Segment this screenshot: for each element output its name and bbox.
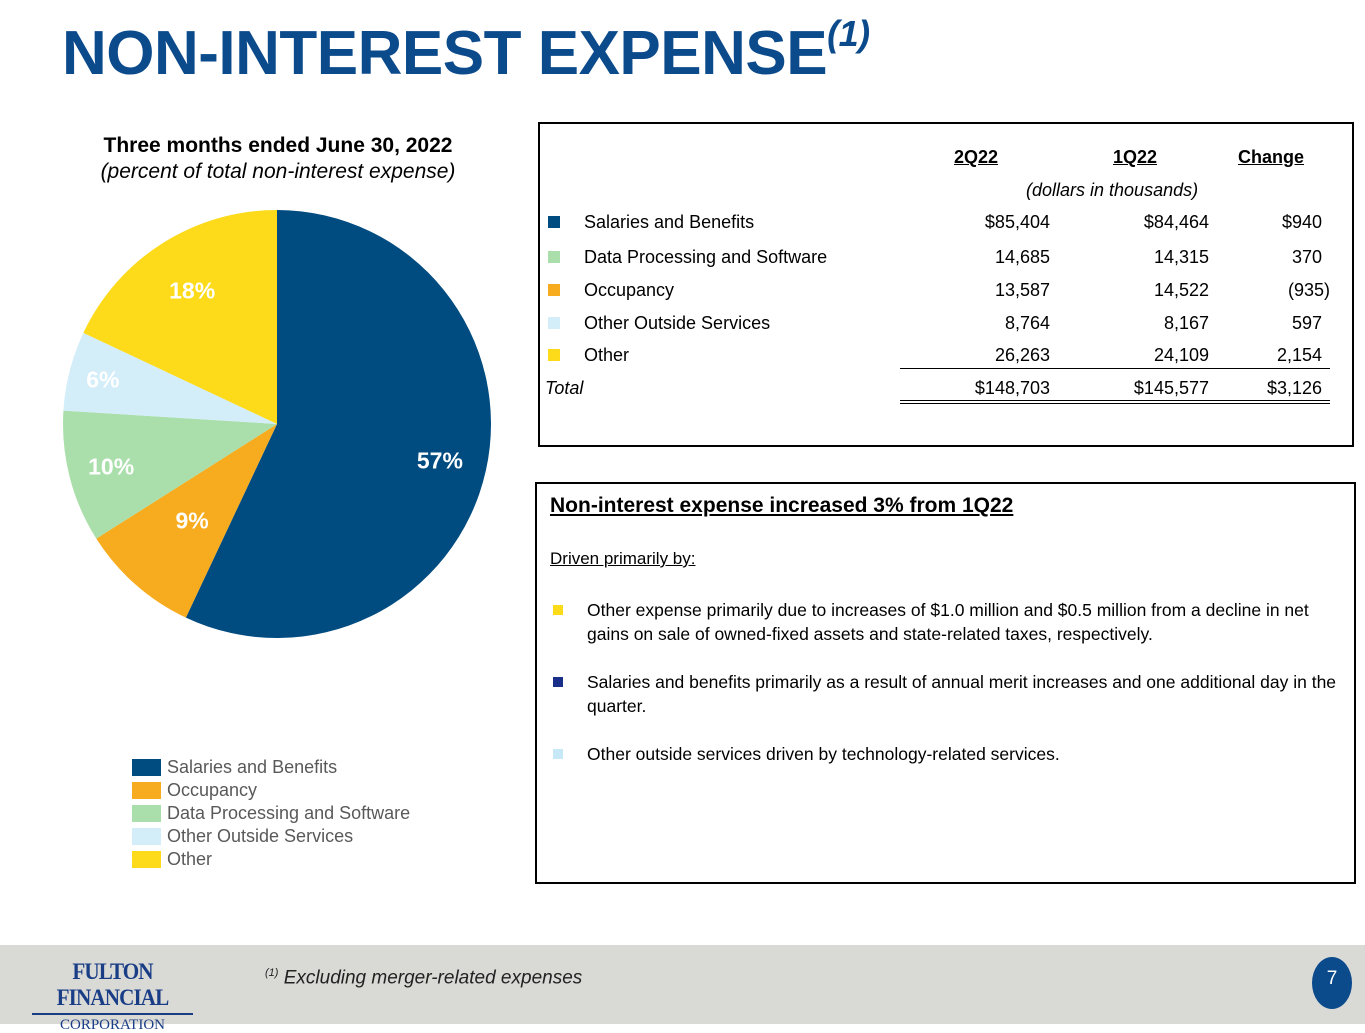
- expense-table: 2Q22 1Q22 Change (dollars in thousands) …: [538, 122, 1354, 447]
- row-1q22-value: 24,109: [1153, 345, 1209, 365]
- row-2q22-value: 14,685: [994, 247, 1050, 267]
- subtotal-rule: [900, 368, 1330, 369]
- row-label: Other: [584, 345, 630, 365]
- total-1q22: $145,577: [1133, 378, 1209, 398]
- legend-label: Salaries and Benefits: [167, 757, 338, 777]
- row-label: Other Outside Services: [584, 313, 771, 333]
- table-row: Salaries and Benefits $85,404 $84,464 $940: [540, 212, 1352, 236]
- legend-label: Occupancy: [167, 780, 258, 800]
- legend-label: Other: [167, 849, 213, 869]
- footnote-text: Excluding merger-related expenses: [283, 967, 583, 989]
- column-header-1q22: 1Q22: [1113, 147, 1158, 167]
- footnote-mark: (1): [265, 967, 279, 979]
- row-change-value: 370: [1291, 247, 1322, 267]
- legend-item: Occupancy: [132, 779, 410, 802]
- commentary-heading: Non-interest expense increased 3% from 1…: [550, 494, 1014, 517]
- pie-data-label: 57%: [417, 447, 463, 473]
- legend-swatch: [132, 805, 161, 822]
- row-2q22-value: 26,263: [994, 345, 1050, 365]
- row-change-value: (935): [1287, 280, 1330, 300]
- row-1q22-value: 8,167: [1163, 313, 1209, 333]
- row-1q22-value: 14,315: [1153, 247, 1209, 267]
- legend-item: Other Outside Services: [132, 825, 410, 848]
- legend-label: Other Outside Services: [167, 826, 354, 846]
- legend-swatch: [132, 759, 161, 776]
- footer-bar: FULTON FINANCIAL CORPORATION (1) Excludi…: [0, 945, 1365, 1033]
- bullet-square-icon: [553, 677, 563, 687]
- row-change-value: 597: [1291, 313, 1322, 333]
- row-2q22-value: $85,404: [984, 212, 1050, 232]
- row-change-value: 2,154: [1276, 345, 1322, 365]
- page-title: NON-INTEREST EXPENSE(1): [62, 13, 870, 88]
- total-label: Total: [545, 378, 584, 398]
- table-units: (dollars in thousands): [1026, 180, 1199, 200]
- company-logo: FULTON FINANCIAL CORPORATION: [30, 959, 195, 1033]
- pie-data-label: 9%: [175, 507, 208, 533]
- column-header-2q22: 2Q22: [954, 147, 999, 167]
- row-2q22-value: 8,764: [1004, 313, 1050, 333]
- row-1q22-value: 14,522: [1153, 280, 1209, 300]
- pie-data-label: 10%: [88, 454, 134, 480]
- table-row: Data Processing and Software 14,685 14,315…: [540, 247, 1352, 271]
- table-row: Other Outside Services 8,764 8,167 597: [540, 313, 1352, 337]
- pie-data-label: 18%: [169, 277, 215, 303]
- pie-data-label: 6%: [86, 366, 119, 392]
- bullet-text: Salaries and benefits primarily as a res…: [587, 672, 1337, 716]
- pie-chart-title: Three months ended June 30, 2022: [103, 134, 453, 157]
- row-label: Data Processing and Software: [584, 247, 828, 267]
- total-rule-bottom: [900, 403, 1330, 404]
- pie-chart-subtitle: (percent of total non-interest expense): [100, 160, 456, 183]
- pie-chart: 57% 9% 10% 6% 18%: [63, 210, 491, 638]
- total-2q22: $148,703: [974, 378, 1050, 398]
- row-change-value: $940: [1281, 212, 1322, 232]
- total-rule-top: [900, 400, 1330, 401]
- bullet-square-icon: [553, 605, 563, 615]
- commentary-box: Non-interest expense increased 3% from 1…: [535, 482, 1356, 884]
- bullet-text: Other outside services driven by technol…: [587, 744, 1060, 764]
- legend-item: Data Processing and Software: [132, 802, 410, 825]
- table-total-row: Total $148,703 $145,577 $3,126: [540, 378, 1352, 402]
- legend-label: Data Processing and Software: [167, 803, 411, 823]
- pie-slice-other-outside-services: [63, 332, 278, 424]
- row-label: Salaries and Benefits: [584, 212, 755, 232]
- page-number: 7: [1312, 957, 1352, 1009]
- legend-swatch: [132, 851, 161, 868]
- footnote: (1) Excluding merger-related expenses: [265, 967, 582, 989]
- legend-item: Other: [132, 848, 410, 871]
- bullet-text: Other expense primarily due to increases…: [587, 600, 1309, 644]
- pie-chart-heading: Three months ended June 30, 2022 (percen…: [60, 133, 496, 185]
- row-color-key: [548, 349, 560, 361]
- legend-swatch: [132, 782, 161, 799]
- pie-legend: Salaries and Benefits Occupancy Data Proce…: [132, 756, 410, 871]
- row-color-key: [548, 317, 560, 329]
- row-2q22-value: 13,587: [994, 280, 1050, 300]
- legend-item: Salaries and Benefits: [132, 756, 410, 779]
- pie-slice-data-processing-and-software: [63, 410, 278, 539]
- title-footnote-mark: (1): [827, 13, 870, 55]
- legend-swatch: [132, 828, 161, 845]
- total-change: $3,126: [1266, 378, 1322, 398]
- pie-slice-occupancy: [96, 424, 277, 618]
- row-1q22-value: $84,464: [1143, 212, 1209, 232]
- row-color-key: [548, 216, 560, 228]
- bullet-square-icon: [553, 749, 563, 759]
- table-row: Other 26,263 24,109 2,154: [540, 345, 1352, 369]
- row-color-key: [548, 251, 560, 263]
- commentary-subheading: Driven primarily by:: [550, 549, 696, 568]
- row-label: Occupancy: [584, 280, 675, 300]
- pie-slice-other: [83, 210, 278, 424]
- column-header-change: Change: [1238, 147, 1305, 167]
- pie-slice-salaries-and-benefits: [185, 210, 491, 638]
- row-color-key: [548, 284, 560, 296]
- table-row: Occupancy 13,587 14,522 (935): [540, 280, 1352, 304]
